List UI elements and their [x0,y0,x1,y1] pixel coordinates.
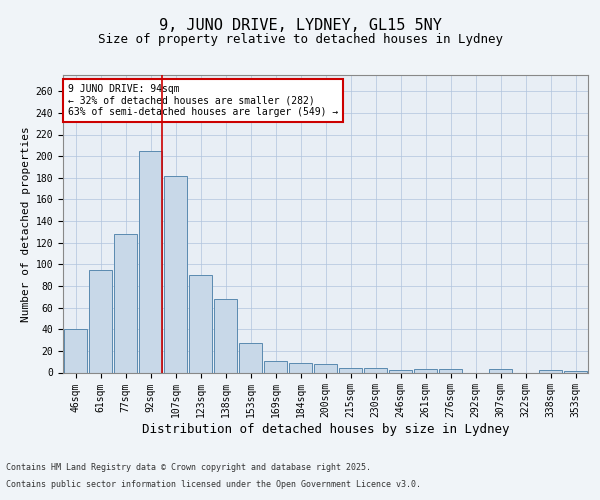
Bar [414,370,437,372]
Text: 9, JUNO DRIVE, LYDNEY, GL15 5NY: 9, JUNO DRIVE, LYDNEY, GL15 5NY [158,18,442,32]
Bar [214,299,237,372]
Bar [364,368,387,372]
Bar [264,360,287,372]
Bar [289,363,312,372]
Bar [389,370,412,372]
Bar [314,364,337,372]
X-axis label: Distribution of detached houses by size in Lydney: Distribution of detached houses by size … [142,423,509,436]
Text: Size of property relative to detached houses in Lydney: Size of property relative to detached ho… [97,32,503,46]
Y-axis label: Number of detached properties: Number of detached properties [22,126,31,322]
Bar [189,275,212,372]
Bar [339,368,362,372]
Bar [89,270,112,372]
Text: Contains public sector information licensed under the Open Government Licence v3: Contains public sector information licen… [6,480,421,489]
Bar [164,176,187,372]
Bar [114,234,137,372]
Bar [539,370,562,372]
Text: 9 JUNO DRIVE: 94sqm
← 32% of detached houses are smaller (282)
63% of semi-detac: 9 JUNO DRIVE: 94sqm ← 32% of detached ho… [68,84,338,117]
Text: Contains HM Land Registry data © Crown copyright and database right 2025.: Contains HM Land Registry data © Crown c… [6,464,371,472]
Bar [489,370,512,372]
Bar [239,344,262,372]
Bar [439,370,462,372]
Bar [139,150,162,372]
Bar [64,329,87,372]
